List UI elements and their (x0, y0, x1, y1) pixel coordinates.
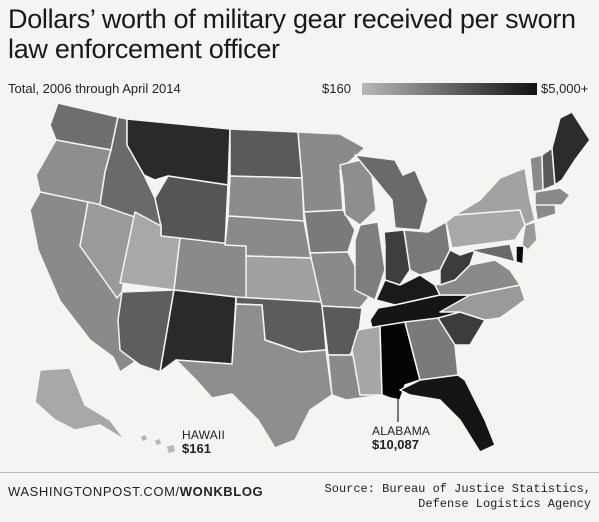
state-colorado (173, 237, 249, 299)
state-south-carolina (437, 311, 486, 346)
chart-title: Dollars’ worth of military gear received… (8, 4, 576, 64)
state-texas (175, 303, 333, 449)
state-maine (551, 111, 591, 186)
state-kansas (245, 255, 323, 303)
state-minnesota (297, 131, 366, 213)
state-vermont (529, 154, 544, 193)
footer-source-line2: Defense Logistics Agency (418, 497, 591, 511)
footer-brand-prefix: WASHINGTONPOST.COM/ (8, 484, 180, 499)
footer-source: Source: Bureau of Justice Statistics, De… (325, 482, 591, 512)
state-georgia (404, 317, 459, 381)
state-maryland (469, 243, 516, 263)
chart-subtitle: Total, 2006 through April 2014 (8, 81, 181, 96)
hawaii-callout: HAWAII $161 (182, 428, 225, 456)
state-alaska (34, 367, 126, 441)
legend-min-label: $160 (322, 81, 351, 96)
alabama-callout-value: $10,087 (372, 437, 419, 452)
legend-max-label: $5,000+ (541, 81, 589, 96)
state-new-jersey (521, 221, 538, 251)
footer-brand-suffix: WONKBLOG (179, 484, 264, 499)
footer-source-line1: Source: Bureau of Justice Statistics, (324, 482, 591, 496)
state-iowa (303, 209, 356, 254)
state-west-virginia (439, 249, 476, 286)
footer-brand: WASHINGTONPOST.COM/WONKBLOG (8, 484, 263, 499)
state-south-dakota (227, 175, 305, 222)
state-michigan (354, 154, 429, 231)
state-delaware (515, 245, 525, 265)
footer-divider (0, 472, 599, 473)
alabama-callout-state: ALABAMA (372, 424, 431, 438)
state-wyoming (154, 175, 229, 246)
state-illinois (354, 221, 386, 301)
hawaii-callout-value: $161 (182, 441, 211, 456)
alabama-callout: ALABAMA $10,087 (372, 424, 430, 452)
state-florida (399, 374, 496, 453)
state-massachusetts (534, 187, 571, 206)
hawaii-callout-state: HAWAII (182, 428, 225, 442)
state-pennsylvania (445, 209, 526, 249)
state-new-mexico (159, 289, 237, 373)
state-new-york (454, 167, 536, 226)
state-hawaii (139, 433, 177, 455)
state-north-dakota (229, 128, 303, 179)
legend-gradient-bar (362, 83, 537, 95)
us-choropleth-map (29, 102, 591, 455)
